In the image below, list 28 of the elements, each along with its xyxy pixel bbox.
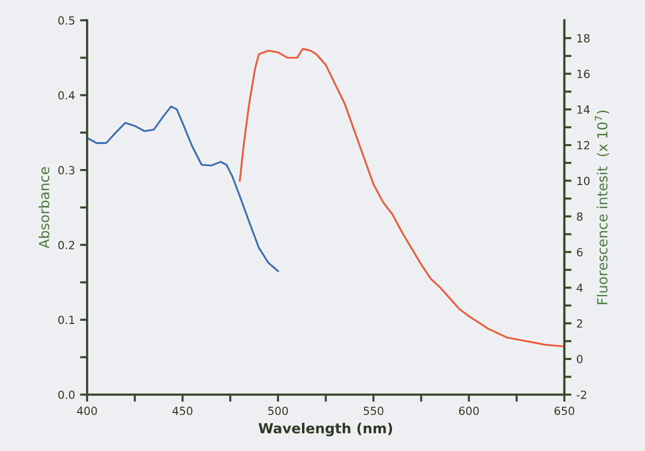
y2-tick-label: 18 xyxy=(577,34,590,42)
x-tick-label: 650 xyxy=(554,406,574,416)
y-tick-label: 0.3 xyxy=(58,166,74,174)
y-tick-label: 0.2 xyxy=(58,240,74,250)
y-tick-label: 0.4 xyxy=(58,91,75,100)
x-tick-label: 550 xyxy=(364,406,384,416)
y-axis-title: Absorbance xyxy=(38,167,50,248)
line-series xyxy=(238,48,564,348)
x-tick-label: 400 xyxy=(77,406,97,416)
y2-tick-label: 0 xyxy=(576,354,583,364)
y2-tick-label: 12 xyxy=(577,141,590,150)
line-series xyxy=(87,105,279,272)
x-tick-label: 500 xyxy=(268,406,288,416)
y-tick-label: 0.0 xyxy=(58,390,75,400)
y2-tick-label: 8 xyxy=(576,212,582,221)
x-tick-label: 600 xyxy=(459,406,479,416)
y2-tick-label: 16 xyxy=(577,70,590,78)
y2-tick-label: 6 xyxy=(576,248,583,256)
y2-tick-label: 10 xyxy=(577,176,590,186)
y2-tick-label: 2 xyxy=(576,319,582,328)
y2-axis-title: Fluorescence intesit (x 10$^{7}$) xyxy=(594,110,610,304)
x-axis-title: Wavelength (nm) xyxy=(258,422,392,436)
x-tick-label: 450 xyxy=(172,406,192,416)
y-tick-label: 0.5 xyxy=(58,16,74,25)
y2-tick-label: -2 xyxy=(576,390,586,399)
y2-tick-label: 14 xyxy=(577,106,590,114)
y-tick-label: 0.1 xyxy=(58,316,74,324)
y2-tick-label: 4 xyxy=(576,284,583,292)
